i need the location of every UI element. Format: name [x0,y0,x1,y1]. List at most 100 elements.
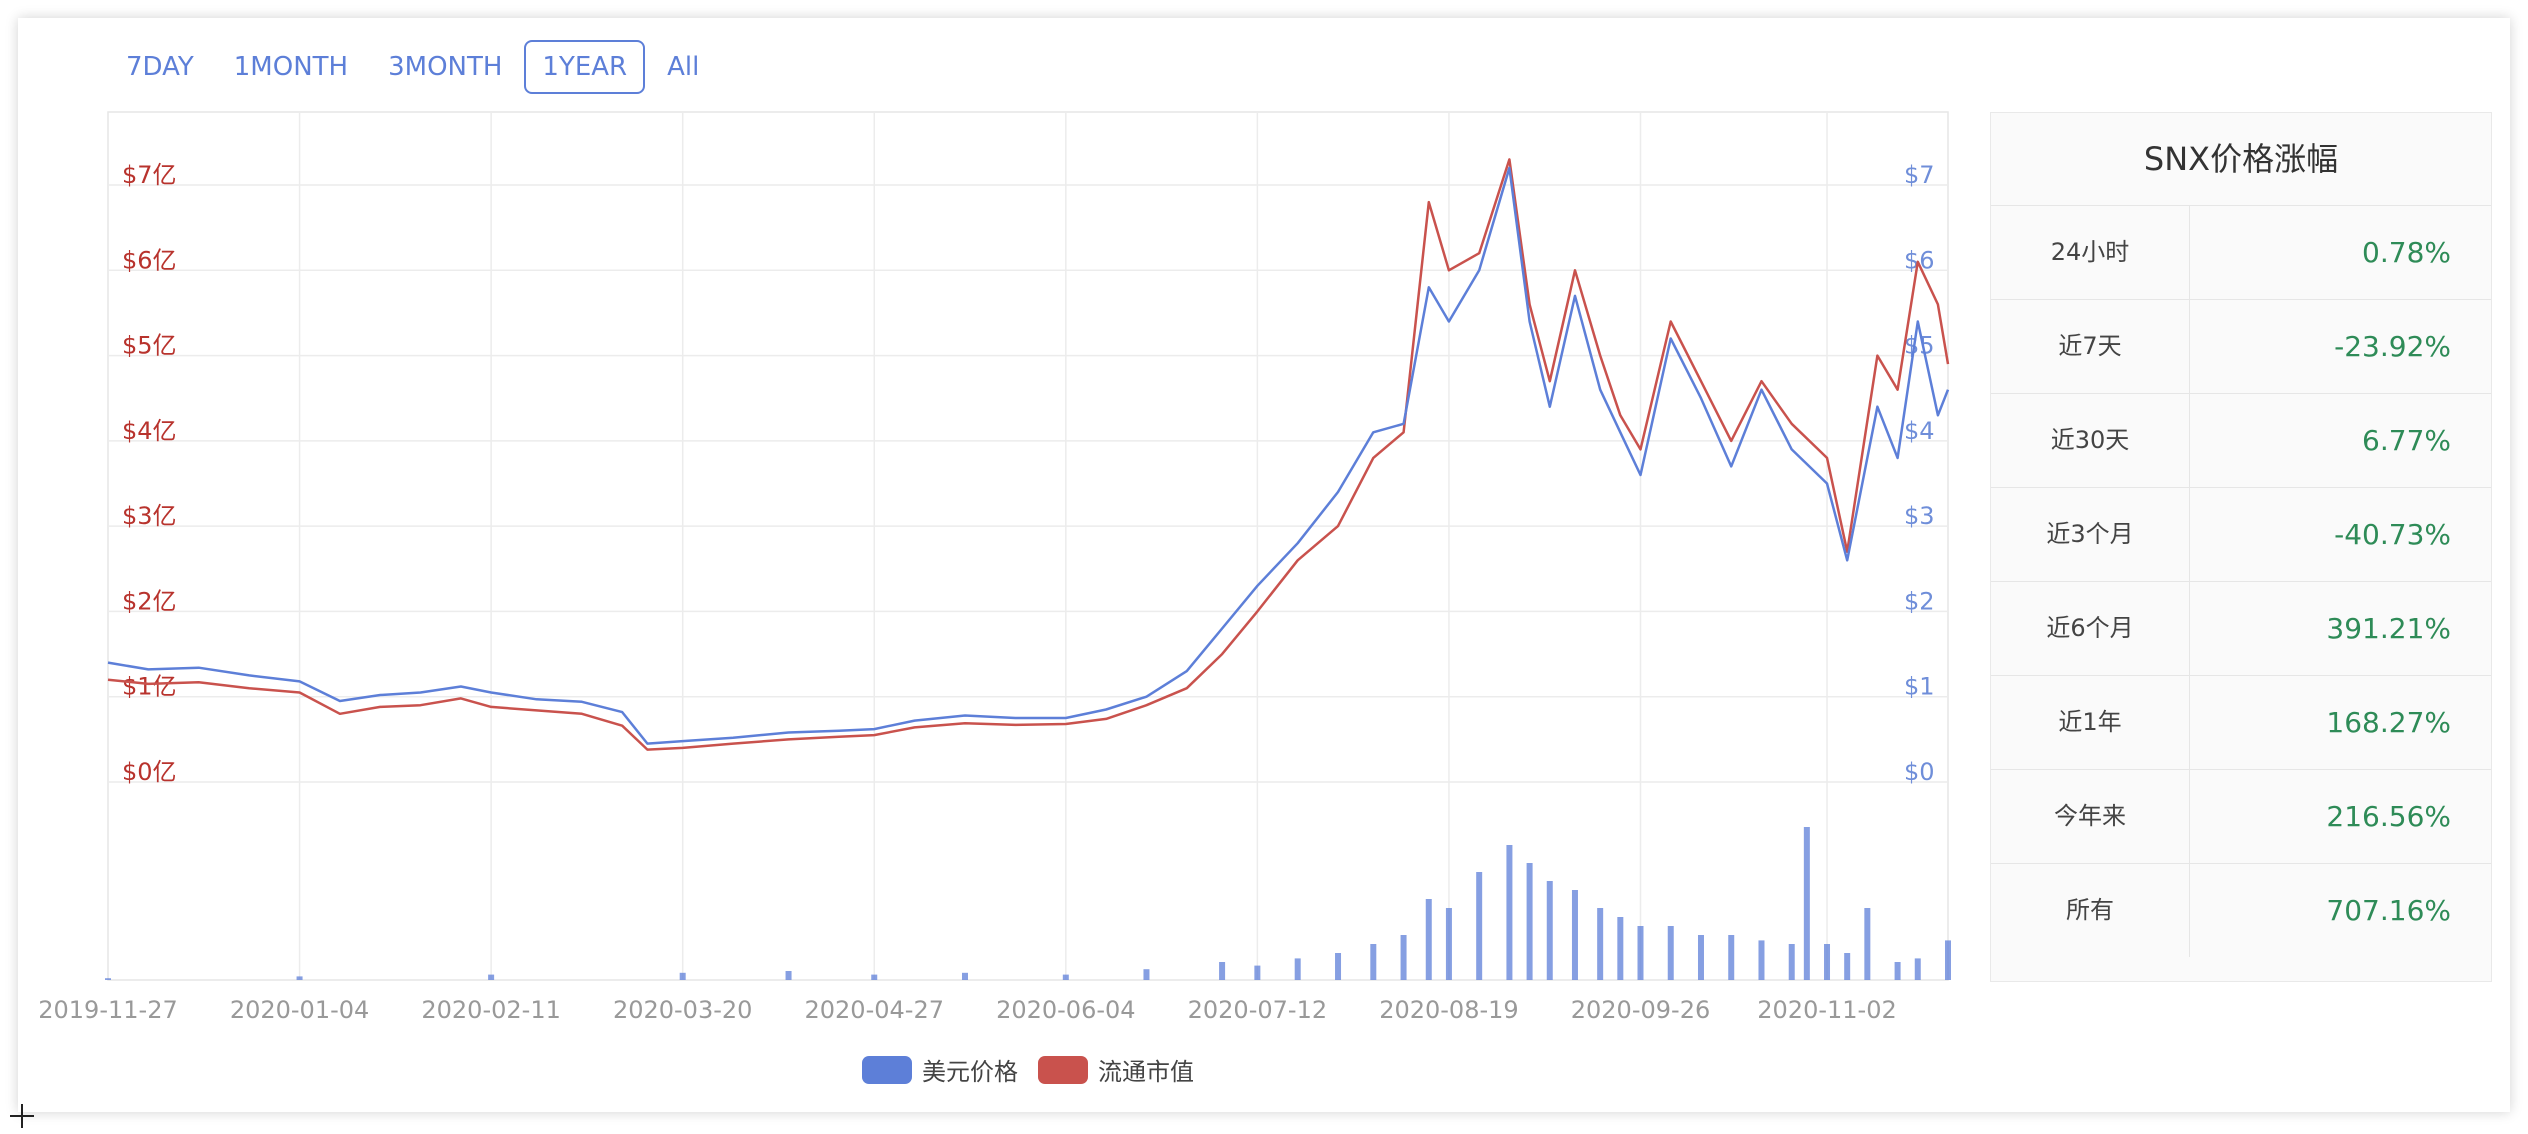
change-period-label: 今年来 [1991,770,2190,863]
x-axis-tick-label: 2020-04-27 [805,996,944,1024]
volume-bar [1425,899,1432,980]
range-1month-button[interactable]: 1MONTH [233,52,349,82]
legend-item-price[interactable]: 美元价格 [862,1052,1018,1087]
volume-bar [1788,944,1795,980]
change-value: 707.16% [2326,894,2451,927]
right-axis-tick-label: $5 [1904,332,1935,360]
crosshair-cursor-icon [10,1104,34,1128]
left-axis-tick-label: $0亿 [122,758,177,786]
volume-bar [1294,958,1301,980]
x-axis-tick-label: 2020-11-02 [1757,996,1896,1024]
series-line-market-cap [107,158,1950,751]
change-value: 6.77% [2362,424,2451,457]
legend-swatch-price [862,1055,912,1084]
change-row: 近3个月 -40.73% [1991,488,2491,582]
chart-legend: 美元价格 流通市值 [862,1052,1194,1087]
change-row: 24小时 0.78% [1991,206,2491,300]
range-all-button[interactable]: All [667,52,700,82]
volume-bar [1506,845,1513,980]
volume-bar [1143,969,1150,980]
left-axis-tick-label: $6亿 [122,246,177,274]
volume-bar [871,974,878,980]
volume-bar [1597,908,1604,980]
volume-bar [1546,881,1553,980]
change-value: -40.73% [2334,518,2451,551]
volume-bar [1667,926,1674,980]
change-row: 近30天 6.77% [1991,394,2491,488]
change-row: 近1年 168.27% [1991,676,2491,770]
volume-bar [1476,872,1483,980]
series-line-price [107,166,1950,745]
range-3month-button[interactable]: 3MONTH [388,52,503,82]
panel-title: SNX价格涨幅 [1991,113,2491,206]
time-range-selector: 7DAY 1MONTH 3MONTH 1YEAR All [108,40,717,94]
legend-swatch-market-cap [1038,1055,1088,1084]
volume-bar [1219,962,1226,980]
right-axis-tick-label: $4 [1904,417,1935,445]
legend-item-market-cap[interactable]: 流通市值 [1038,1052,1194,1087]
change-period-label: 近3个月 [1991,488,2190,581]
volume-bar [1254,965,1261,980]
right-axis-tick-label: $3 [1904,502,1935,530]
volume-bar [1894,962,1901,980]
volume-bar [1824,944,1831,980]
volume-bar [488,974,495,980]
volume-bar [1617,917,1624,980]
left-axis-tick-label: $3亿 [122,502,177,530]
volume-bar [296,976,303,980]
volume-bar [1864,908,1871,980]
x-axis-tick-label: 2020-02-11 [421,996,560,1024]
x-axis-tick-label: 2020-01-04 [230,996,369,1024]
left-axis-tick-label: $5亿 [122,332,177,360]
x-axis-tick-label: 2020-06-04 [996,996,1135,1024]
x-axis-tick-label: 2020-07-12 [1188,996,1327,1024]
left-axis-tick-label: $4亿 [122,417,177,445]
volume-bar [1062,974,1069,980]
x-axis-tick-label: 2020-03-20 [613,996,752,1024]
legend-label-price: 美元价格 [922,1058,1018,1086]
change-period-label: 所有 [1991,864,2190,957]
volume-bar [1400,935,1407,980]
change-period-label: 24小时 [1991,206,2190,299]
range-7day-button[interactable]: 7DAY [126,52,194,82]
left-axis-tick-label: $7亿 [122,161,177,189]
volume-bar [1526,863,1533,980]
volume-bar [1803,827,1810,980]
x-axis-tick-label: 2020-09-26 [1571,996,1710,1024]
left-axis-tick-label: $1亿 [122,673,177,701]
volume-bar [1697,935,1704,980]
price-change-panel: SNX价格涨幅 24小时 0.78% 近7天 -23.92% 近30天 6.77% 近… [1990,112,2492,982]
plot-frame [107,111,1949,981]
right-axis-tick-label: $6 [1904,246,1935,274]
change-value: 391.21% [2326,612,2451,645]
change-value: -23.92% [2334,330,2451,363]
change-period-label: 近1年 [1991,676,2190,769]
volume-bar [1758,940,1765,980]
change-period-label: 近7天 [1991,300,2190,393]
change-row: 近7天 -23.92% [1991,300,2491,394]
volume-bar [961,972,968,980]
change-period-label: 近30天 [1991,394,2190,487]
right-axis-tick-label: $0 [1904,758,1935,786]
left-axis-tick-label: $2亿 [122,587,177,615]
volume-bar [1571,890,1578,980]
volume-bar [1335,953,1342,980]
volume-bar [1728,935,1735,980]
volume-bar [1637,926,1644,980]
right-axis-tick-label: $1 [1904,673,1935,701]
volume-bar [1370,944,1377,980]
right-axis-tick-label: $2 [1904,587,1935,615]
change-value: 168.27% [2326,706,2451,739]
x-axis-tick-label: 2019-11-27 [38,996,177,1024]
x-axis-tick-label: 2020-08-19 [1379,996,1518,1024]
change-row: 今年来 216.56% [1991,770,2491,864]
range-1year-button[interactable]: 1YEAR [524,40,646,94]
legend-label-market-cap: 流通市值 [1098,1058,1194,1086]
change-value: 0.78% [2362,236,2451,269]
volume-bar [1914,958,1921,980]
volume-bar [105,978,111,980]
volume-bar [1844,953,1851,980]
volume-bar [1445,908,1452,980]
volume-bar [1945,940,1951,980]
